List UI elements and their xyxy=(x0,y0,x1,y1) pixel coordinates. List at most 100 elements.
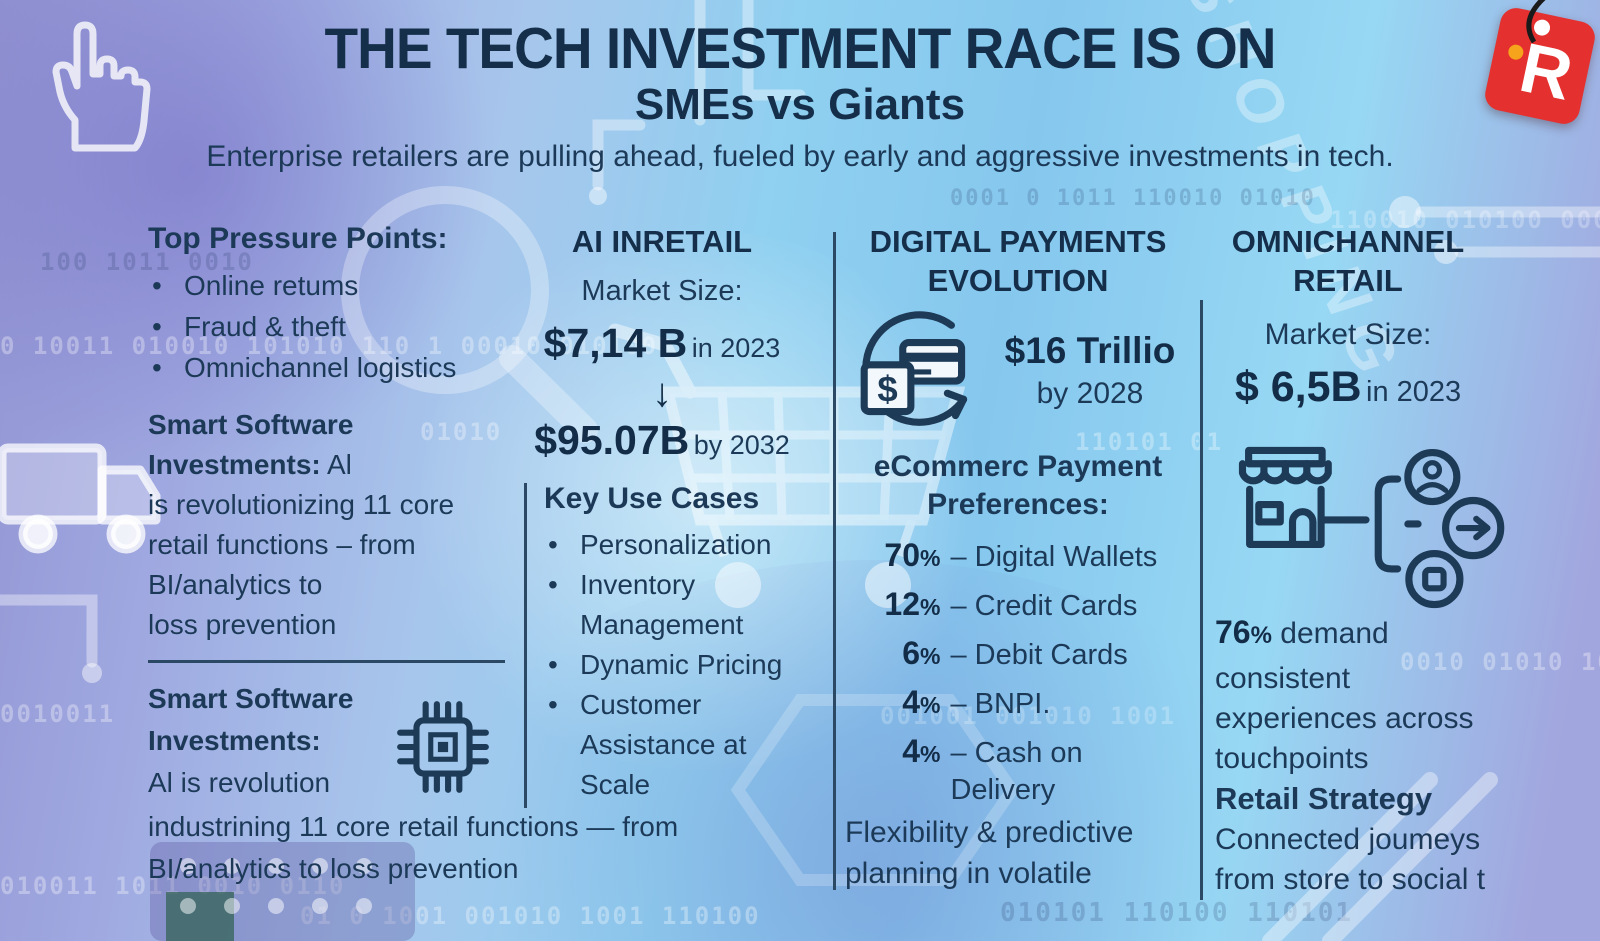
payments-footer-line1: Flexibility & predictive xyxy=(845,816,1134,849)
smart-software-heading: Smart Software xyxy=(148,409,354,440)
market-size-label: Market Size: xyxy=(581,275,743,307)
payments-value-suffix: by 2028 xyxy=(1036,377,1144,410)
list-item: Customer Assistance at Scale xyxy=(544,685,806,805)
page-title: THE TECH INVESTMENT RACE IS ON xyxy=(324,15,1277,81)
square-channel-icon xyxy=(1405,550,1464,609)
smart-software-block-1: Smart Software Investments: Al is revolu… xyxy=(148,405,528,645)
market-value-2032: $95.07B xyxy=(534,417,690,463)
digital-payments-section: DIGITAL PAYMENTS EVOLUTION xyxy=(842,222,1194,300)
chip-icon xyxy=(397,701,489,793)
smart-software-line: loss prevention xyxy=(148,609,337,640)
stat-number: 76 xyxy=(1215,614,1251,650)
smart-software-heading-2: Investments: xyxy=(148,725,321,756)
key-use-cases-section: Key Use Cases Personalization Inventory … xyxy=(544,478,824,805)
smart-software-heading-2: Investments: xyxy=(148,449,321,480)
percent-sign: % xyxy=(920,594,941,620)
binary-decoration: 001001 001010 1001 xyxy=(880,702,1177,730)
preference-label: – BNPI. xyxy=(950,688,1051,720)
pressure-points-list: Online retums Fraud & theft Omnichannel … xyxy=(148,265,528,388)
preference-label: – Credit Cards xyxy=(950,590,1138,622)
payment-preference-row: 12% – Credit Cards xyxy=(842,581,1194,630)
retail-strategy-section: Retail Strategy Connected joumeys from s… xyxy=(1215,778,1600,900)
market-value-2032-suffix: by 2032 xyxy=(693,430,790,460)
digital-payments-heading-line2: EVOLUTION xyxy=(927,263,1109,298)
preference-label: – Debit Cards xyxy=(950,639,1128,671)
smart-software-line: retail functions – from xyxy=(148,529,416,560)
list-item: Omnichannel logistics xyxy=(148,347,528,388)
stat-line: experiences across xyxy=(1215,702,1474,735)
payments-value: $16 Trillio xyxy=(1004,330,1176,371)
list-item: Personalization xyxy=(544,525,806,565)
payments-footer-line2: planning in volatile xyxy=(845,857,1092,890)
bracket-line xyxy=(1374,475,1402,573)
market-value-2023: $7,14 B xyxy=(543,320,688,366)
divider-col2-col3 xyxy=(833,232,836,890)
payment-preference-row: 4% – BNPI. xyxy=(842,679,1194,728)
smart-software-line: Al is revolution xyxy=(148,767,331,798)
payments-footer: Flexibility & predictive planning in vol… xyxy=(845,812,1197,894)
omnichannel-section: OMNICHANNEL RETAIL Market Size: $ 6,5B i… xyxy=(1212,222,1484,412)
smart-software-heading: Smart Software xyxy=(148,683,354,714)
omnichannel-icon xyxy=(1238,446,1505,609)
pressure-points-section: Top Pressure Points: Online retums Fraud… xyxy=(148,218,528,388)
preference-percent: 6 xyxy=(902,635,920,671)
stat-line: touchpoints xyxy=(1215,742,1369,775)
binary-decoration: 0001 0 1011 110010 01010 xyxy=(950,186,1316,211)
payment-preferences-list: 70% – Digital Wallets 12% – Credit Cards… xyxy=(842,532,1194,809)
smart-software-wide-line: industrining 11 core retail functions — … xyxy=(148,811,679,842)
arrow-channel-icon xyxy=(1442,496,1505,560)
payment-preferences-heading-line1: eCommerc Payment xyxy=(873,450,1163,483)
stat-line: consistent xyxy=(1215,662,1351,695)
divider-col3-col4 xyxy=(1200,300,1203,900)
omnichannel-stat: 76% demand consistent experiences across… xyxy=(1215,612,1600,779)
storefront-icon xyxy=(1238,446,1332,548)
binary-decoration: 0010 01010 100011 xyxy=(1400,648,1600,676)
omnichannel-value: $ 6,5B xyxy=(1234,363,1362,411)
percent-sign: % xyxy=(920,643,941,669)
smart-software-text: Al xyxy=(320,449,352,480)
list-item: Inventory Management xyxy=(544,565,806,645)
binary-decoration: 110101 01 xyxy=(1075,428,1224,456)
preference-percent: 12 xyxy=(884,586,920,622)
payment-preferences-heading-line2: Preferences: xyxy=(927,488,1109,521)
retail-strategy-line: Connected joumeys xyxy=(1215,823,1481,856)
pressure-points-heading: Top Pressure Points: xyxy=(148,222,448,255)
page-tagline: Enterprise retailers are pulling ahead, … xyxy=(206,140,1394,173)
percent-sign: % xyxy=(1250,622,1272,649)
smart-software-line: is revolutionizing 11 core xyxy=(148,489,455,520)
key-use-cases-heading: Key Use Cases xyxy=(544,482,760,515)
payment-preferences-heading: eCommerc Payment Preferences: xyxy=(842,448,1194,524)
ai-retail-section: AI INRETAIL Market Size: $7,14 B in 2023… xyxy=(512,222,812,464)
market-size-label: Market Size: xyxy=(1264,318,1432,351)
omnichannel-heading-line1: OMNICHANNEL xyxy=(1231,224,1465,259)
retail-strategy-heading: Retail Strategy xyxy=(1215,781,1433,816)
preference-label: – Digital Wallets xyxy=(950,541,1158,573)
smart-software-line: BI/analytics to xyxy=(148,569,323,600)
digital-payments-heading-line1: DIGITAL PAYMENTS xyxy=(869,224,1167,259)
payment-preference-row: 4% – Cash on Delivery xyxy=(842,728,1194,809)
page-subtitle: SMEs vs Giants xyxy=(634,80,966,129)
down-arrow-icon: ↓ xyxy=(652,371,672,415)
digital-payment-icon: $ xyxy=(860,311,968,426)
list-item: Dynamic Pricing xyxy=(544,645,806,685)
preference-percent: 4 xyxy=(902,684,920,720)
binary-decoration: 01010 xyxy=(420,418,503,446)
binary-decoration: 110010 010100 0001 xyxy=(1330,206,1600,234)
binary-decoration: 010101 110100 110101 xyxy=(1000,898,1354,928)
preference-percent: 70 xyxy=(884,537,920,573)
customer-channel-icon xyxy=(1404,448,1461,506)
omnichannel-value-suffix: in 2023 xyxy=(1366,376,1462,408)
dollar-glyph: $ xyxy=(877,368,897,409)
percent-sign: % xyxy=(920,741,941,767)
payment-preference-row: 6% – Debit Cards xyxy=(842,630,1194,679)
divider-col1-horizontal xyxy=(148,660,505,663)
ai-retail-heading: AI INRETAIL xyxy=(571,224,753,259)
logo-string-decoration xyxy=(1526,0,1546,44)
payments-market-value: $16 Trillio by 2028 xyxy=(990,330,1190,416)
divider-col1-col2 xyxy=(524,483,527,808)
market-value-2023-suffix: in 2023 xyxy=(691,333,781,363)
key-use-cases-list: Personalization Inventory Management Dyn… xyxy=(544,525,806,805)
percent-sign: % xyxy=(920,545,941,571)
